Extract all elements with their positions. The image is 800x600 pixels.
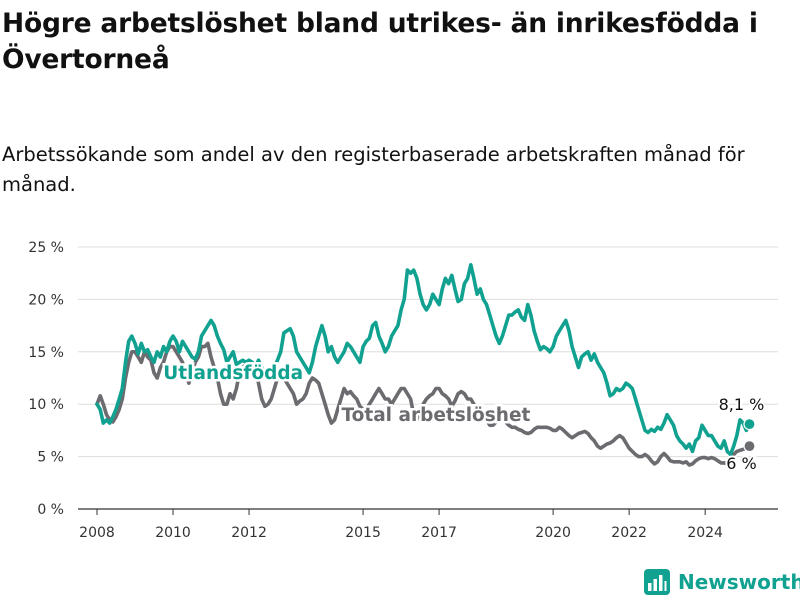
series-label-total: Total arbetslöshet (341, 405, 530, 426)
x-tick-label: 2020 (535, 525, 571, 541)
x-tick-label: 2015 (345, 525, 381, 541)
y-tick-label: 0 % (37, 502, 64, 518)
chart-title: Högre arbetslöshet bland utrikes- än inr… (2, 8, 758, 75)
chart-subtitle: Arbetssökande som andel av den registerb… (2, 143, 745, 196)
series-label-foreign: Utlandsfödda (163, 363, 303, 384)
y-tick-label: 15 % (28, 345, 64, 361)
y-axis-ticks: 0 % 5 % 10 % 15 % 20 % 25 % (28, 240, 64, 518)
bar-chart-logo-icon (644, 569, 670, 595)
y-tick-label: 20 % (28, 292, 64, 308)
x-axis: 2008 2010 2012 2015 2017 2020 2022 2024 (78, 508, 778, 541)
series-end-label-foreign: 8,1 % (719, 395, 765, 414)
y-tick-label: 5 % (37, 450, 64, 466)
series-labels: 6 % 8,1 % Utlandsfödda Total arbetslöshet (161, 361, 767, 476)
series-end-label-total: 6 % (726, 454, 756, 473)
x-tick-label: 2010 (155, 525, 191, 541)
series-end-dot-total (743, 440, 756, 453)
series-lines (95, 263, 756, 467)
x-tick-label: 2008 (79, 525, 115, 541)
x-tick-label: 2024 (687, 525, 723, 541)
series-line-foreign (95, 263, 752, 457)
series-end-dot-foreign (743, 418, 756, 431)
x-tick-label: 2017 (421, 525, 457, 541)
brand-logo: Newsworthy (644, 568, 800, 596)
y-tick-label: 10 % (28, 397, 64, 413)
brand-name: Newsworthy (678, 570, 800, 594)
x-tick-label: 2012 (231, 525, 267, 541)
series-line-total (95, 341, 752, 467)
x-tick-label: 2022 (611, 525, 647, 541)
y-tick-label: 25 % (28, 240, 64, 256)
